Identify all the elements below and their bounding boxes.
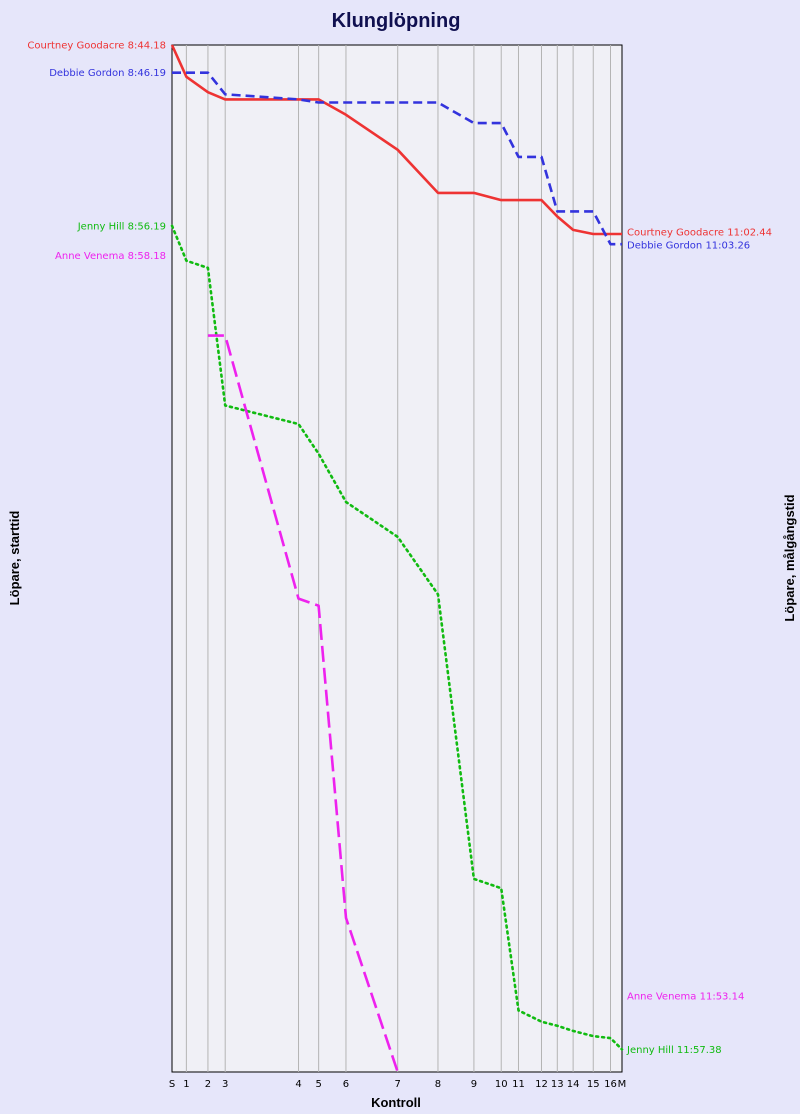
runner-lines (170, 44, 624, 1073)
finish-label-debbie-gordon: Debbie Gordon 11:03.26 (627, 241, 750, 252)
plot-area (171, 44, 623, 1073)
tick-label-7: 7 (395, 1079, 401, 1090)
grid-lines (185, 45, 611, 1072)
start-label-debbie-gordon: Debbie Gordon 8:46.19 (49, 68, 166, 79)
tick-label-4: 4 (295, 1079, 301, 1090)
start-label-courtney-goodacre: Courtney Goodacre 8:44.18 (27, 41, 166, 52)
y-axis-left-title: Löpare, starttid (7, 511, 22, 606)
series-line-anne-venema (207, 334, 399, 1073)
runner-labels: Courtney Goodacre 8:44.18 Courtney Goodac… (27, 41, 772, 1056)
tick-label-16: 16 (604, 1079, 617, 1090)
tick-label-9: 9 (471, 1079, 477, 1090)
chart-title: Klunglöpning (332, 10, 461, 32)
series-line-debbie-gordon (172, 71, 622, 246)
tick-label-2: 2 (205, 1079, 211, 1090)
tick-label-1: 1 (183, 1079, 189, 1090)
x-tick-labels: S 1 2 3 4 5 6 7 8 9 10 11 12 13 14 15 16 M (169, 1079, 627, 1090)
x-axis-title: Kontroll (371, 1095, 421, 1110)
tick-label-15: 15 (587, 1079, 600, 1090)
tick-label-3: 3 (222, 1079, 228, 1090)
tick-label-6: 6 (343, 1079, 349, 1090)
series-line-jenny-hill (170, 224, 624, 1051)
series-line-courtney-goodacre (170, 44, 622, 236)
tick-label-8: 8 (435, 1079, 441, 1090)
tick-label-5: 5 (315, 1079, 321, 1090)
finish-label-jenny-hill: Jenny Hill 11:57.38 (626, 1045, 722, 1056)
tick-label-M: M (618, 1079, 627, 1090)
tick-label-12: 12 (535, 1079, 548, 1090)
finish-label-courtney-goodacre: Courtney Goodacre 11:02.44 (627, 227, 772, 238)
tick-label-S: S (169, 1079, 175, 1090)
tick-label-11: 11 (512, 1079, 525, 1090)
y-axis-right-title: Löpare, målgångstid (782, 494, 797, 621)
finish-label-anne-venema: Anne Venema 11:53.14 (627, 992, 744, 1003)
start-label-anne-venema: Anne Venema 8:58.18 (55, 251, 166, 262)
tick-label-10: 10 (495, 1079, 508, 1090)
tick-label-14: 14 (567, 1079, 580, 1090)
tick-label-13: 13 (551, 1079, 564, 1090)
start-label-jenny-hill: Jenny Hill 8:56.19 (77, 221, 166, 232)
